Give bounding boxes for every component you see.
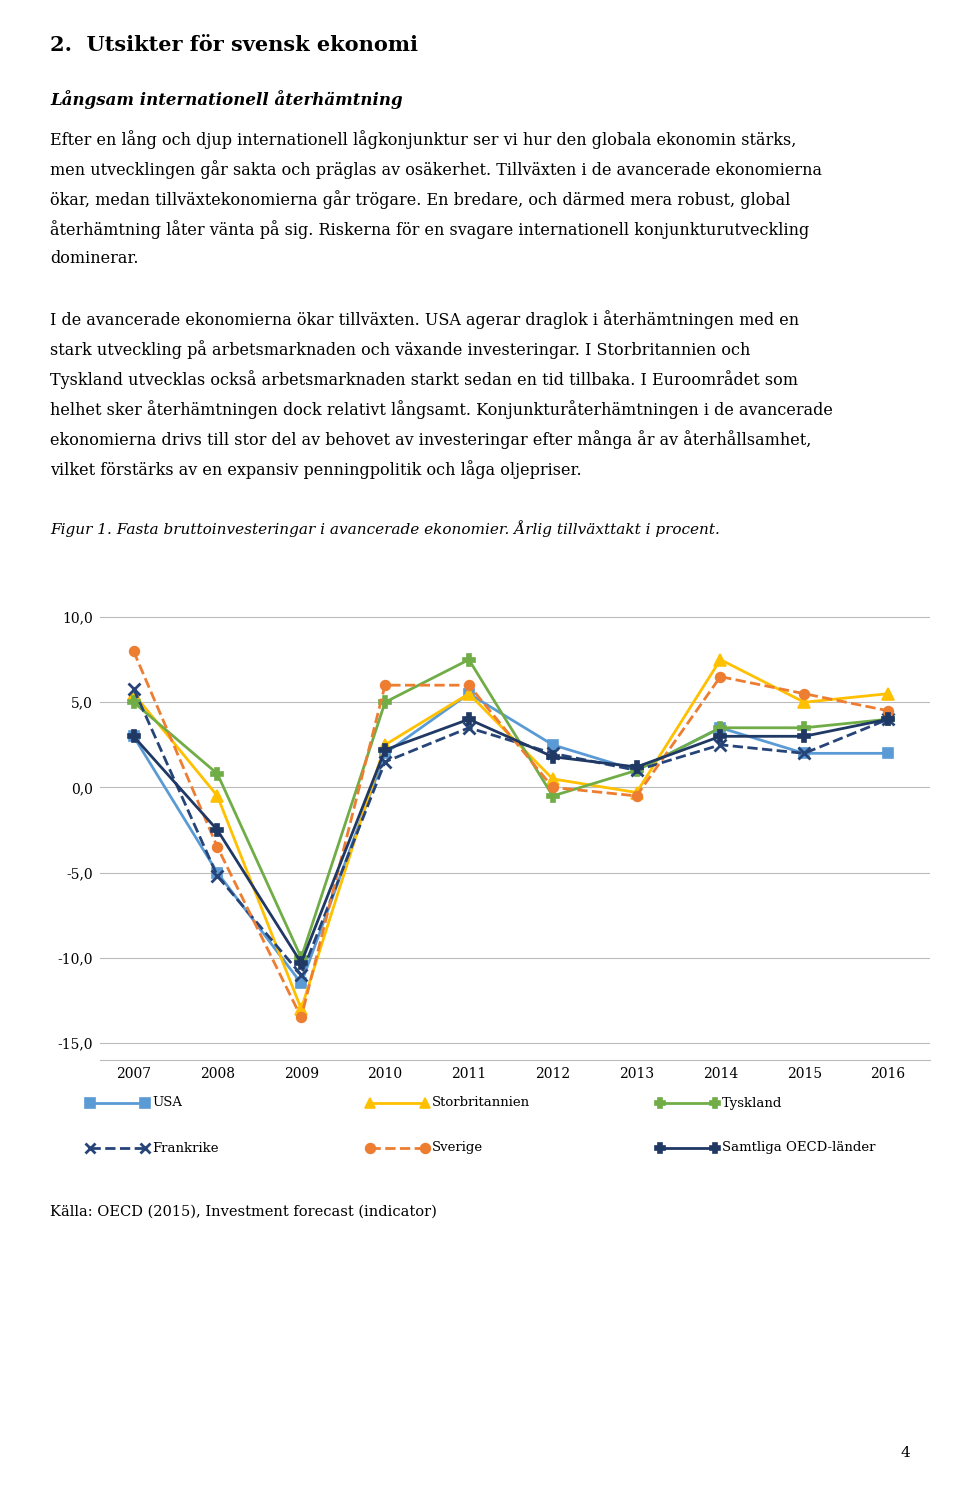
Tyskland (882, 710, 894, 728)
Text: Frankrike: Frankrike (152, 1142, 219, 1154)
Text: återhämtning låter vänta på sig. Riskerna för en svagare internationell konjunkt: återhämtning låter vänta på sig. Riskern… (50, 221, 809, 239)
Tyskland (296, 948, 307, 966)
Line: Sverige: Sverige (129, 646, 893, 1023)
Samtliga OECD-länder (128, 728, 139, 746)
Text: 4: 4 (900, 1446, 910, 1460)
Samtliga OECD-länder (714, 728, 726, 746)
Text: vilket förstärks av en expansiv penningpolitik och låga oljepriser.: vilket förstärks av en expansiv penningp… (50, 461, 582, 479)
USA (799, 744, 810, 762)
Samtliga OECD-länder (211, 822, 223, 839)
Text: Tyskland: Tyskland (722, 1096, 782, 1109)
Text: men utvecklingen går sakta och präglas av osäkerhet. Tillväxten i de avancerade : men utvecklingen går sakta och präglas a… (50, 160, 822, 179)
Text: Efter en lång och djup internationell lågkonjunktur ser vi hur den globala ekono: Efter en lång och djup internationell lå… (50, 130, 797, 149)
Samtliga OECD-länder (463, 710, 474, 728)
Sverige (128, 643, 139, 661)
Frankrike (631, 762, 642, 780)
Text: Figur 1. Fasta bruttoinvesteringar i avancerade ekonomier. Årlig tillväxttakt i : Figur 1. Fasta bruttoinvesteringar i ava… (50, 520, 720, 537)
Sverige (296, 1008, 307, 1026)
USA (379, 744, 391, 762)
Tyskland (547, 787, 559, 805)
Line: USA: USA (129, 689, 893, 989)
Tyskland (799, 719, 810, 737)
Sverige (211, 838, 223, 856)
Storbritannien (799, 693, 810, 711)
Text: Samtliga OECD-länder: Samtliga OECD-länder (722, 1142, 876, 1154)
Text: Källa: OECD (2015), Investment forecast (indicator): Källa: OECD (2015), Investment forecast … (50, 1205, 437, 1220)
Text: 2.  Utsikter för svensk ekonomi: 2. Utsikter för svensk ekonomi (50, 34, 418, 55)
Frankrike (882, 710, 894, 728)
Sverige (463, 677, 474, 695)
Frankrike (714, 737, 726, 754)
Tyskland (128, 693, 139, 711)
Text: helhet sker återhämtningen dock relativt långsamt. Konjunkturåterhämtningen i de: helhet sker återhämtningen dock relativt… (50, 400, 833, 419)
Sverige (799, 684, 810, 702)
Samtliga OECD-länder (547, 748, 559, 766)
Storbritannien (714, 650, 726, 668)
Frankrike (799, 744, 810, 762)
Frankrike (211, 868, 223, 886)
Sverige (379, 677, 391, 695)
Tyskland (463, 650, 474, 668)
Line: Storbritannien: Storbritannien (128, 655, 894, 1014)
Samtliga OECD-länder (296, 954, 307, 972)
Samtliga OECD-länder (882, 710, 894, 728)
Text: USA: USA (152, 1096, 182, 1109)
Sverige (631, 787, 642, 805)
Storbritannien (882, 684, 894, 702)
Tyskland (631, 762, 642, 780)
Sverige (714, 668, 726, 686)
USA (211, 863, 223, 881)
Text: ökar, medan tillväxtekonomierna går trögare. En bredare, och därmed mera robust,: ökar, medan tillväxtekonomierna går trög… (50, 189, 790, 209)
Storbritannien (128, 684, 139, 702)
USA (463, 684, 474, 702)
Text: Sverige: Sverige (432, 1142, 483, 1154)
USA (547, 737, 559, 754)
Line: Frankrike: Frankrike (128, 683, 895, 981)
Text: ekonomierna drivs till stor del av behovet av investeringar efter många år av åt: ekonomierna drivs till stor del av behov… (50, 429, 811, 449)
Sverige (547, 778, 559, 796)
Frankrike (128, 680, 139, 698)
Line: Tyskland: Tyskland (128, 655, 894, 963)
Tyskland (211, 765, 223, 783)
Text: I de avancerade ekonomierna ökar tillväxten. USA agerar draglok i återhämtningen: I de avancerade ekonomierna ökar tillväx… (50, 310, 799, 330)
Tyskland (379, 693, 391, 711)
Text: Långsam internationell återhämtning: Långsam internationell återhämtning (50, 89, 402, 109)
USA (631, 762, 642, 780)
Storbritannien (631, 784, 642, 802)
Sverige (882, 702, 894, 720)
Storbritannien (379, 737, 391, 754)
Frankrike (463, 719, 474, 737)
Samtliga OECD-länder (631, 757, 642, 775)
Text: dominerar.: dominerar. (50, 250, 138, 267)
Storbritannien (211, 787, 223, 805)
Storbritannien (547, 769, 559, 787)
Storbritannien (296, 1000, 307, 1018)
USA (128, 728, 139, 746)
Frankrike (296, 966, 307, 984)
Samtliga OECD-länder (799, 728, 810, 746)
Samtliga OECD-länder (379, 741, 391, 759)
USA (714, 719, 726, 737)
Storbritannien (463, 684, 474, 702)
Frankrike (379, 753, 391, 771)
Frankrike (547, 744, 559, 762)
Text: Storbritannien: Storbritannien (432, 1096, 530, 1109)
Tyskland (714, 719, 726, 737)
Line: Samtliga OECD-länder: Samtliga OECD-länder (128, 714, 894, 969)
Text: stark utveckling på arbetsmarknaden och växande investeringar. I Storbritannien : stark utveckling på arbetsmarknaden och … (50, 340, 751, 359)
USA (296, 975, 307, 993)
USA (882, 744, 894, 762)
Text: Tyskland utvecklas också arbetsmarknaden starkt sedan en tid tillbaka. I Euroomr: Tyskland utvecklas också arbetsmarknaden… (50, 370, 798, 389)
